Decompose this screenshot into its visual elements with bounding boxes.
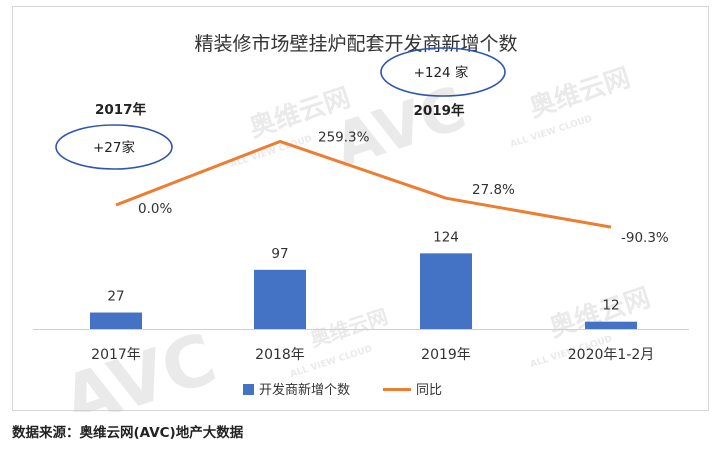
line-series: 0.0% 259.3% 27.8% -90.3% bbox=[115, 129, 669, 246]
legend-line-label: 同比 bbox=[416, 383, 442, 398]
x-tick-label: 2020年1-2月 bbox=[568, 347, 655, 363]
bar-2018年 bbox=[254, 269, 306, 329]
annotation-text: +124 家 bbox=[414, 64, 469, 81]
line-value-label: 259.3% bbox=[318, 129, 370, 145]
data-source: 数据来源：奥维云网(AVC)地产大数据 bbox=[12, 425, 244, 441]
line-value-label: -90.3% bbox=[621, 230, 669, 246]
annotations: 2017年 +27家 +124 家 2019年 bbox=[55, 47, 506, 170]
line-value-label: 0.0% bbox=[138, 201, 172, 217]
chart-frame: 奥维云网 ALL VIEW CLOUD 奥维云网 ALL VIEW CLOUD 奥维云网… bbox=[12, 6, 709, 412]
bar-2019年 bbox=[420, 253, 472, 329]
annotation-circle bbox=[380, 47, 506, 97]
x-axis-ticks: 2017年 2018年 2019年 2020年1-2月 bbox=[91, 347, 654, 363]
annotation-year: 2017年 bbox=[95, 101, 147, 118]
bar-value-label: 124 bbox=[433, 229, 459, 245]
annotation-text: +27家 bbox=[93, 139, 135, 156]
bar-2017年 bbox=[90, 312, 142, 329]
annotation-circle bbox=[55, 124, 173, 170]
watermark-text: 奥维云网 bbox=[526, 62, 635, 124]
x-tick-label: 2017年 bbox=[91, 347, 141, 363]
yoy-line bbox=[115, 139, 612, 229]
watermark-subtext: ALL VIEW CLOUD bbox=[509, 114, 593, 150]
x-tick-label: 2019年 bbox=[421, 347, 471, 363]
legend-bar-label: 开发商新增个数 bbox=[259, 382, 350, 398]
legend-bar-swatch bbox=[243, 384, 254, 395]
bar-series: 27 97 124 12 bbox=[90, 229, 637, 329]
bar-value-label: 97 bbox=[271, 246, 288, 262]
watermark-subtext: ALL VIEW CLOUD bbox=[229, 134, 313, 170]
x-tick-label: 2018年 bbox=[255, 347, 305, 363]
line-value-label: 27.8% bbox=[472, 182, 515, 198]
watermark-logo: AVC bbox=[53, 317, 226, 412]
bar-value-label: 27 bbox=[107, 289, 124, 305]
bar-2020年1-2月 bbox=[585, 321, 637, 329]
legend: 开发商新增个数 同比 bbox=[243, 382, 442, 398]
annotation-year: 2019年 bbox=[413, 102, 465, 119]
watermark-text: 奥维云网 bbox=[546, 282, 655, 344]
bar-value-label: 12 bbox=[602, 298, 619, 314]
chart-title: 精装修市场壁挂炉配套开发商新增个数 bbox=[194, 33, 517, 55]
watermark-text: 奥维云网 bbox=[307, 304, 391, 352]
